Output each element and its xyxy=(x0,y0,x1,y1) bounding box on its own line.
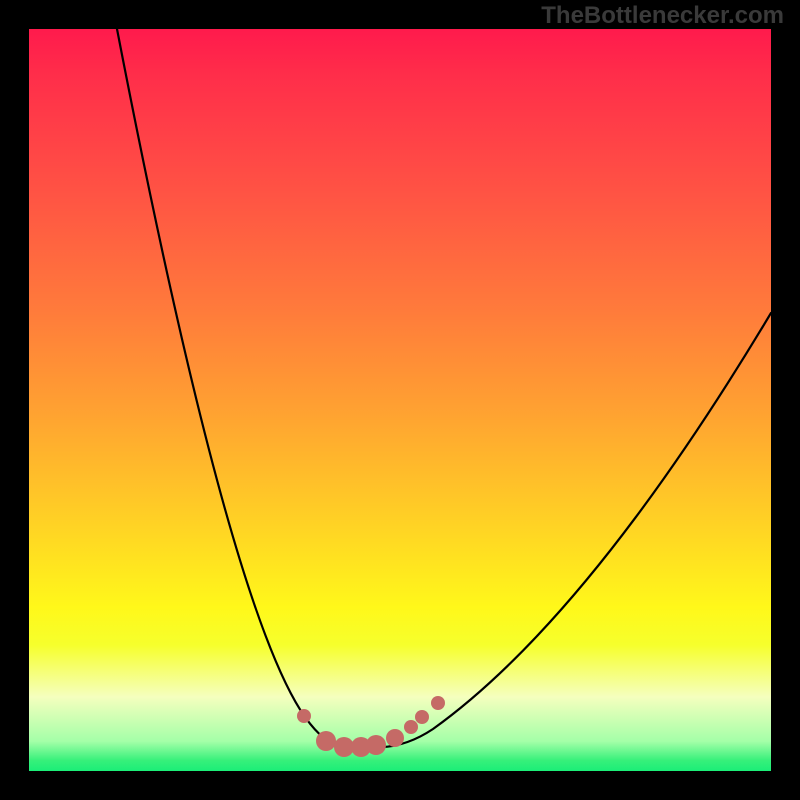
data-point xyxy=(366,735,386,755)
data-point xyxy=(415,710,429,724)
data-point xyxy=(431,696,445,710)
data-point xyxy=(297,709,311,723)
plot-area xyxy=(29,29,771,771)
curve-left xyxy=(117,29,343,747)
data-dots xyxy=(297,696,445,757)
data-point xyxy=(316,731,336,751)
attribution-text: TheBottlenecker.com xyxy=(541,2,784,30)
data-point xyxy=(404,720,418,734)
curve-right xyxy=(373,313,771,747)
data-point xyxy=(386,729,404,747)
bottleneck-chart-svg xyxy=(29,29,771,771)
chart-stage: TheBottlenecker.com xyxy=(0,0,800,800)
